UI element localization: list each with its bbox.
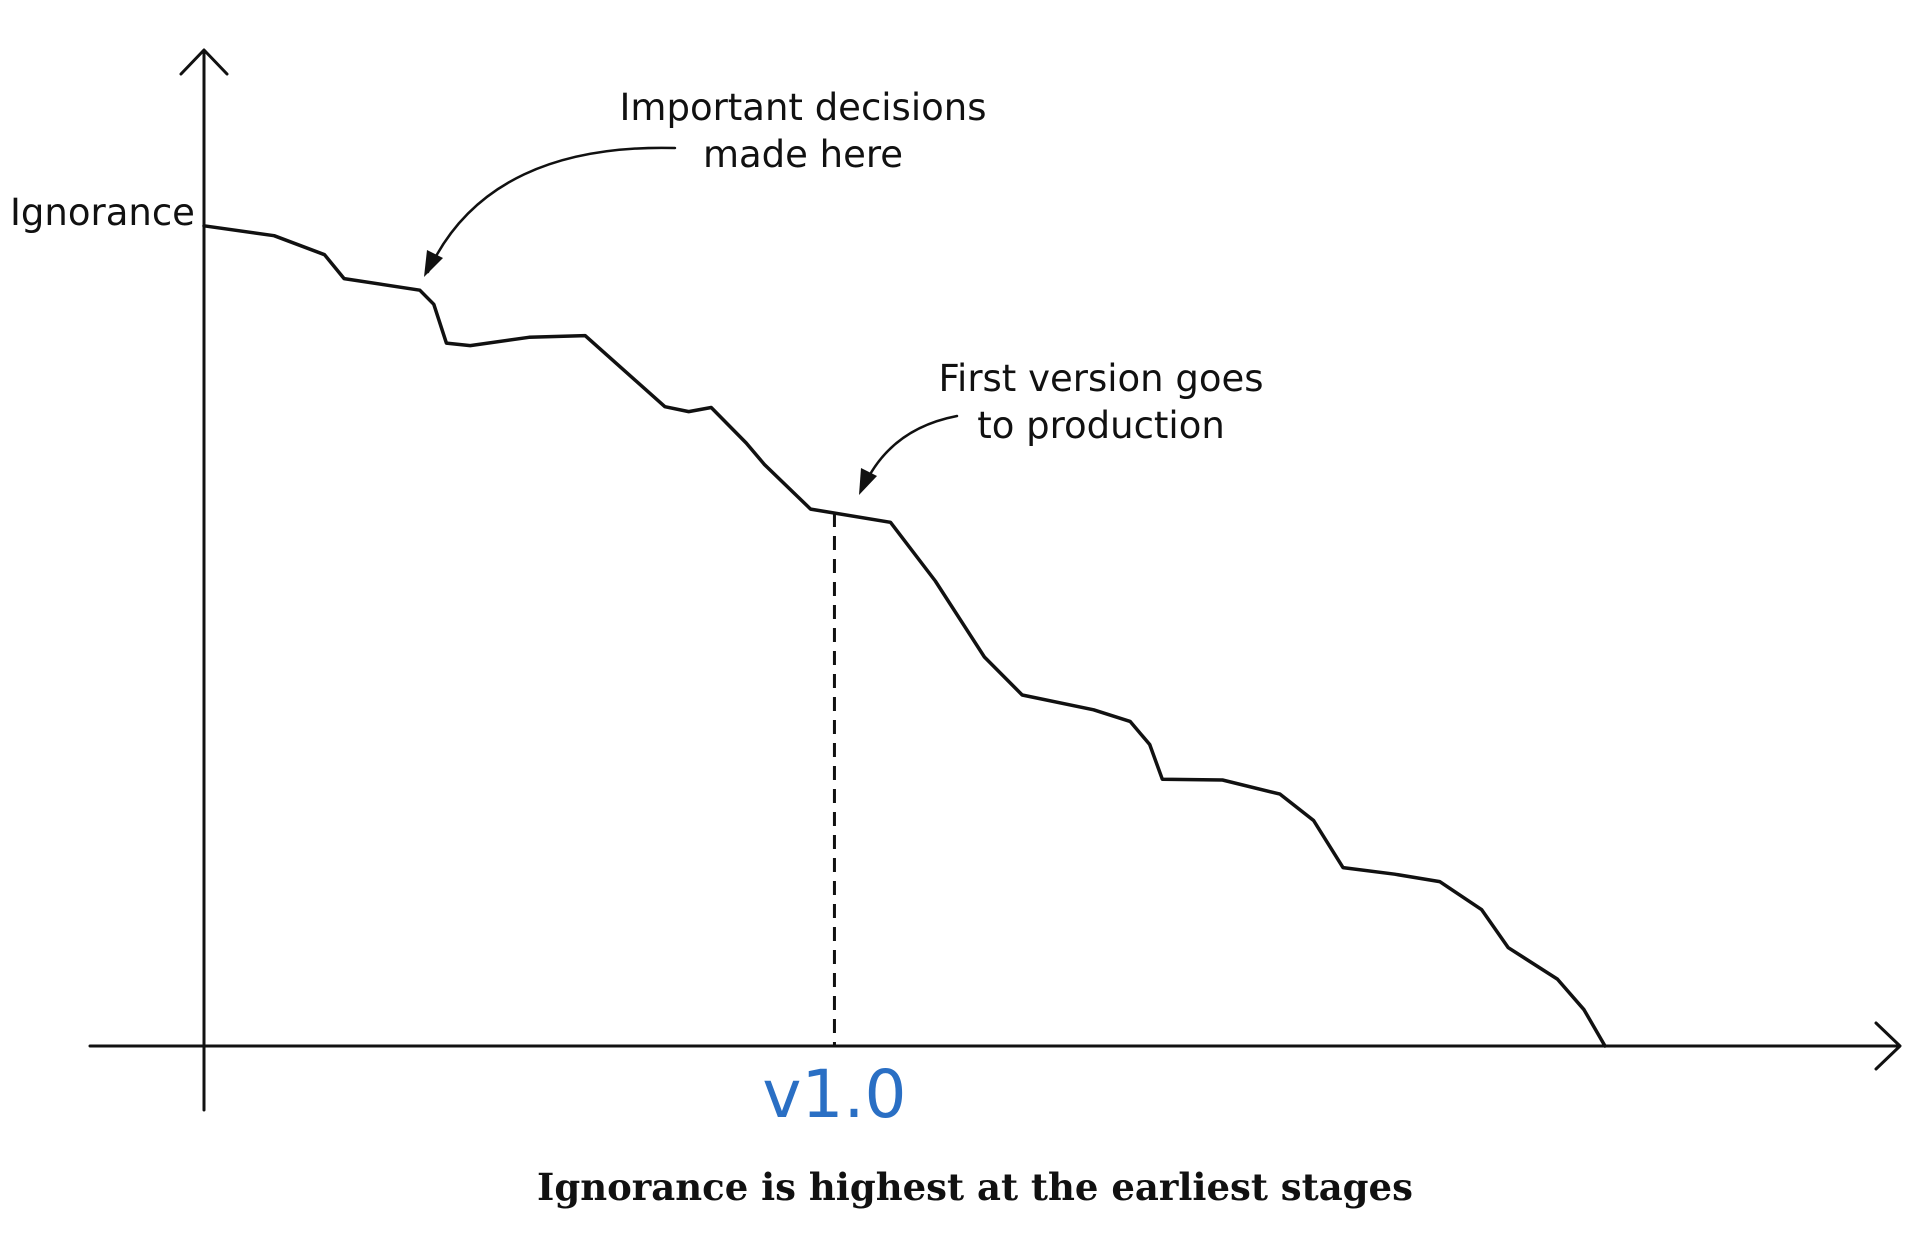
annotation-important-decisions: Important decisions made here: [424, 86, 986, 277]
annotation-first-version-arrow: [861, 414, 959, 490]
annotation-important-decisions-line-1: Important decisions: [620, 86, 987, 129]
annotation-important-decisions-arrowhead: [424, 250, 443, 277]
v1-label: v1.0: [762, 1056, 906, 1133]
axes: [88, 48, 1902, 1112]
y-axis-arrowhead: [179, 48, 229, 76]
figure-caption: Ignorance is highest at the earliest sta…: [537, 1165, 1413, 1209]
annotation-first-version: First version goes to production: [859, 357, 1264, 495]
x-axis-arrowhead: [1874, 1021, 1902, 1071]
annotation-first-version-arrowhead: [859, 468, 877, 495]
ignorance-curve: [202, 224, 1607, 1048]
annotation-important-decisions-line-2: made here: [703, 133, 903, 176]
annotation-first-version-line-1: First version goes: [938, 357, 1263, 400]
annotation-first-version-line-2: to production: [977, 404, 1225, 447]
annotation-important-decisions-arrow: [426, 146, 677, 274]
y-axis-label: Ignorance: [10, 191, 195, 234]
